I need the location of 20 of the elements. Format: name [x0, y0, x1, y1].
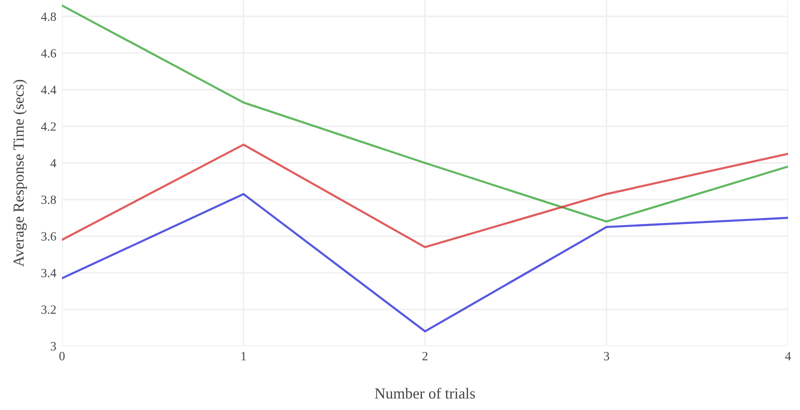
x-axis-title: Number of trials	[374, 388, 475, 399]
y-tick-label: 3.2	[41, 305, 56, 314]
x-tick-label: 3	[604, 352, 610, 360]
line-series	[62, 144, 788, 248]
x-tick-label: 2	[422, 352, 428, 360]
y-tick-label: 4.4	[41, 86, 56, 94]
y-tick-label: 4	[50, 159, 56, 168]
y-axis-title: Average Response Time (secs)	[13, 80, 27, 267]
y-tick-label: 3	[50, 342, 56, 350]
y-tick-label: 4.8	[41, 12, 56, 21]
y-tick-label: 4.2	[41, 122, 56, 131]
y-tick-label: 4.6	[41, 49, 56, 58]
y-tick-label: 3.6	[41, 232, 56, 241]
x-tick-label: 4	[785, 352, 791, 360]
x-tick-label: 0	[59, 352, 65, 360]
y-tick-label: 3.4	[41, 268, 56, 278]
line-series	[62, 193, 788, 332]
y-tick-label: 3.8	[41, 196, 56, 204]
x-tick-label: 1	[241, 352, 246, 360]
line-series	[62, 4, 788, 223]
